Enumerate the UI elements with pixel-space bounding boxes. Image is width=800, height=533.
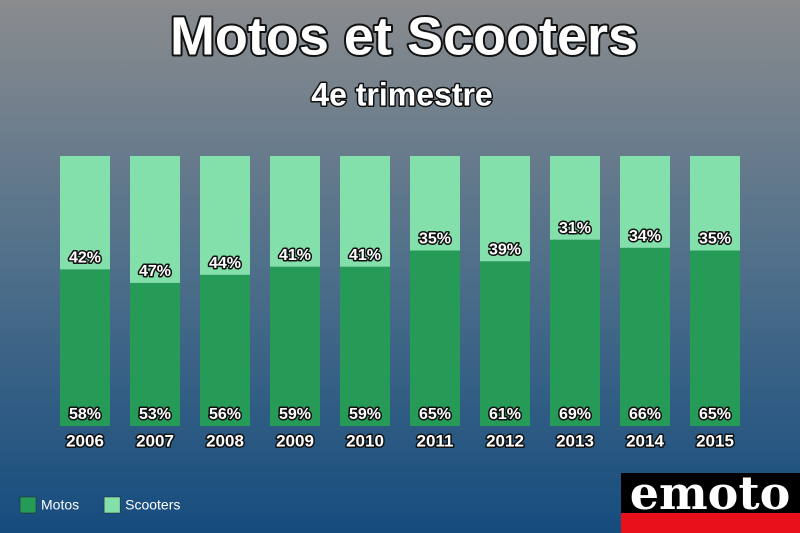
x-tick-label: 2007 (136, 431, 174, 450)
data-label: 44% (209, 255, 241, 272)
bar-segment (620, 247, 670, 426)
chart-title: Motos et Scooters (170, 6, 638, 66)
bar-segment (480, 156, 530, 262)
bar-segment (130, 282, 180, 426)
chart-subtitle: 4e trimestre (311, 76, 492, 112)
x-tick-label: 2009 (276, 431, 314, 450)
data-label: 34% (629, 228, 661, 245)
data-label: 53% (139, 406, 171, 423)
data-label: 47% (139, 263, 171, 280)
x-tick-label: 2012 (486, 431, 524, 450)
data-label: 39% (489, 242, 521, 259)
bar-segment (270, 266, 320, 426)
bar-segment (410, 250, 460, 426)
bar-segment (690, 156, 740, 251)
bar-segment (60, 156, 110, 270)
legend-label: Scooters (125, 497, 180, 513)
bar-segment (480, 261, 530, 426)
bar-segment (200, 156, 250, 275)
data-label: 65% (419, 406, 451, 423)
data-label: 35% (699, 231, 731, 248)
x-tick-label: 2008 (206, 431, 244, 450)
x-tick-label: 2013 (556, 431, 594, 450)
x-tick-label: 2014 (626, 431, 664, 450)
data-label: 59% (349, 406, 381, 423)
bar-segment (340, 266, 390, 426)
data-label: 58% (69, 406, 101, 423)
bar-segment (410, 156, 460, 251)
data-label: 56% (209, 406, 241, 423)
bar-segment (550, 156, 600, 240)
bar-segment (690, 250, 740, 426)
legend-swatch (19, 496, 37, 514)
x-tick-label: 2006 (66, 431, 104, 450)
data-label: 41% (349, 247, 381, 264)
x-tick-label: 2015 (696, 431, 734, 450)
x-tick-label: 2011 (417, 431, 454, 450)
legend-swatch (103, 496, 121, 514)
data-label: 59% (279, 406, 311, 423)
legend-label: Motos (41, 497, 79, 513)
bar-segment (60, 269, 110, 426)
data-label: 61% (489, 406, 521, 423)
bar-segment (620, 156, 670, 248)
data-label: 42% (69, 250, 101, 267)
logo-text: emoto (630, 466, 791, 520)
x-tick-label: 2010 (346, 431, 384, 450)
data-label: 65% (699, 406, 731, 423)
data-label: 35% (419, 231, 451, 248)
bar-segment (340, 156, 390, 267)
logo: emoto (621, 466, 800, 533)
data-label: 41% (279, 247, 311, 264)
bar-segment (200, 274, 250, 426)
data-label: 69% (559, 406, 591, 423)
bar-segment (270, 156, 320, 267)
data-label: 66% (629, 406, 661, 423)
bar-segment (550, 239, 600, 426)
data-label: 31% (559, 220, 591, 237)
logo-box (621, 473, 800, 513)
bar-segment (130, 156, 180, 283)
